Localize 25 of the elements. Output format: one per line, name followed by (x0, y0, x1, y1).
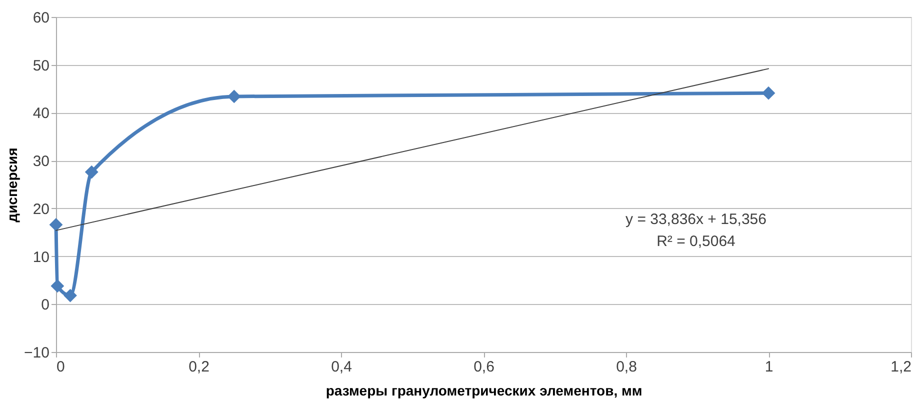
y-tick-label: 0 (41, 296, 50, 314)
y-axis-title: дисперсия (4, 148, 20, 222)
y-tick-label: 50 (32, 57, 50, 74)
x-tick-label: 0,8 (616, 358, 637, 376)
x-tick-label: 0,2 (188, 358, 210, 376)
y-tick-label: 60 (32, 10, 50, 26)
x-tick-label: 0 (56, 358, 65, 376)
point (64, 288, 77, 302)
y-tick-label: −10 (24, 344, 50, 362)
annotation: R² = 0,5064 (656, 233, 736, 250)
x-tick-label: 0,6 (474, 358, 494, 376)
y-tick-label: 10 (32, 248, 50, 266)
annotation: y = 33,836x + 15,356 (626, 211, 766, 228)
point (227, 90, 241, 104)
point (49, 218, 63, 232)
point (762, 86, 776, 100)
x-axis-title: размеры гранулометрических элементов, мм (326, 382, 642, 398)
x-tick-label: 1,2 (890, 358, 912, 376)
x-tick-label: 0,4 (331, 358, 352, 376)
point (84, 165, 98, 179)
y-tick-label: 40 (32, 105, 50, 122)
y-tick-label: 20 (32, 200, 50, 218)
y-tick-label: 30 (32, 153, 50, 170)
point (50, 279, 64, 293)
x-tick-label: 1 (764, 358, 774, 376)
